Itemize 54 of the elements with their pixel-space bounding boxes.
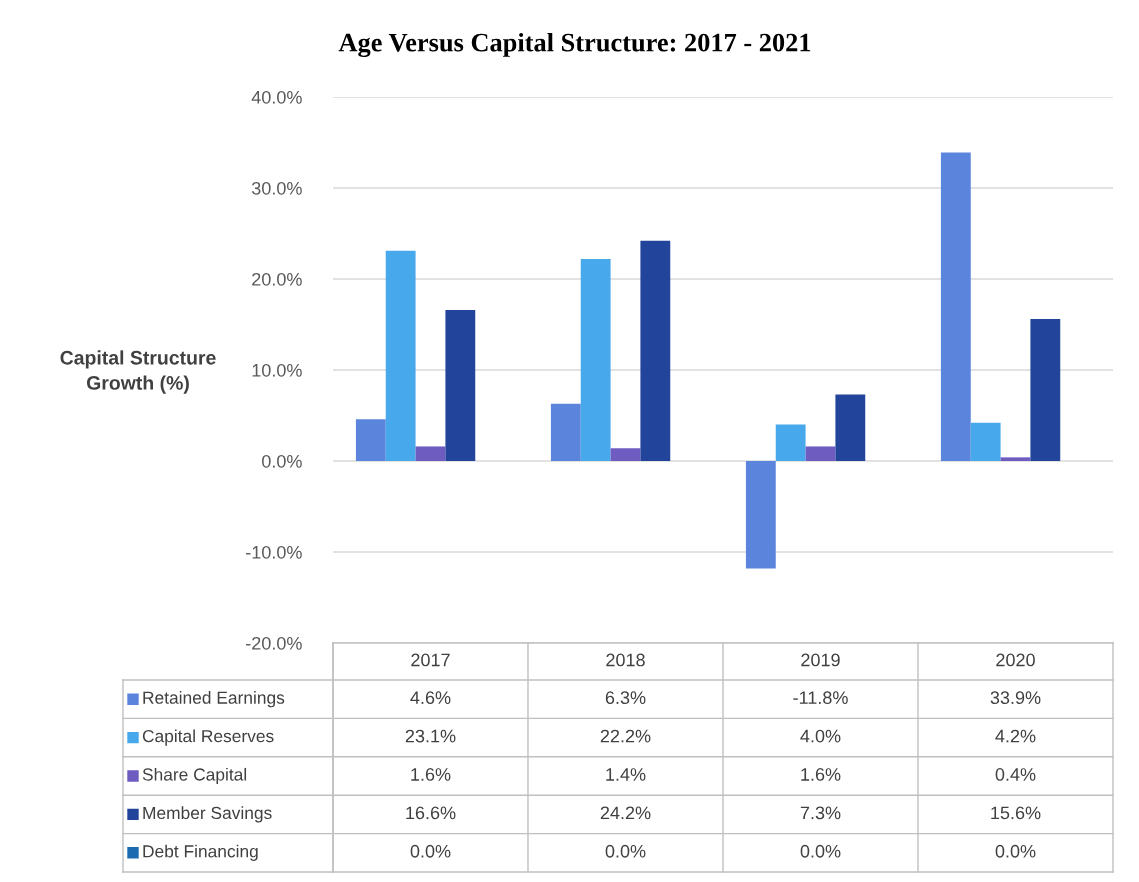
bar [745,461,776,569]
bar [805,446,836,461]
bar [415,446,446,461]
data-label: 4.0% [800,729,841,743]
y-tick-label: -10.0% [246,545,302,559]
x-tick-label: 2018 [606,653,645,667]
legend-label: Share Capital [142,767,247,785]
y-axis-title: Capital Structure Growth (%) [60,350,216,394]
y-tick-label: 40.0% [251,90,302,104]
bar [775,424,806,461]
bar [1030,319,1061,461]
x-tick-label: 2017 [411,653,450,667]
bar [550,403,581,461]
bar [610,448,641,461]
data-label: 22.2% [600,729,651,743]
data-label: 4.2% [995,729,1036,743]
legend-label: Member Savings [143,806,272,823]
data-label: -11.8% [793,691,848,705]
legend-label: Debt Financing [143,844,258,861]
data-label: 0.0% [605,844,646,858]
data-label: 1.6% [801,768,841,781]
bar [580,258,611,461]
bar [940,152,971,461]
x-tick-label: 2019 [801,653,840,667]
data-label: 7.3% [800,806,841,820]
bar [385,250,416,461]
y-tick-label: -20.0% [246,636,302,650]
data-label: 0.0% [995,844,1036,858]
data-label: 23.1% [405,729,456,743]
data-label: 0.0% [800,844,841,858]
data-label: 24.2% [600,806,651,820]
data-label: 15.6% [991,806,1041,820]
data-label: 0.0% [410,844,451,858]
legend-label: Retained Earnings [143,691,285,708]
legend-label: Capital Reserves [142,729,274,746]
y-tick-label: 30.0% [251,181,302,195]
bar [835,394,866,461]
data-label: 1.4% [606,768,646,781]
data-label: 16.6% [406,806,456,820]
data-label: 1.6% [411,768,451,781]
y-tick-label: 10.0% [252,363,302,377]
y-tick-label: 20.0% [252,272,302,286]
bar [355,419,386,461]
x-tick-label: 2020 [996,653,1035,667]
data-label: 0.4% [995,768,1036,781]
data-label: 6.3% [605,691,646,705]
bar [640,240,671,461]
bar [1000,457,1031,461]
bar [445,309,476,461]
y-tick-label: 0.0% [262,454,302,468]
data-label: 4.6% [410,691,451,705]
data-label: 33.9% [990,691,1041,705]
bar [970,422,1001,461]
chart-title: Age Versus Capital Structure: 2017 - 2021 [338,32,811,58]
